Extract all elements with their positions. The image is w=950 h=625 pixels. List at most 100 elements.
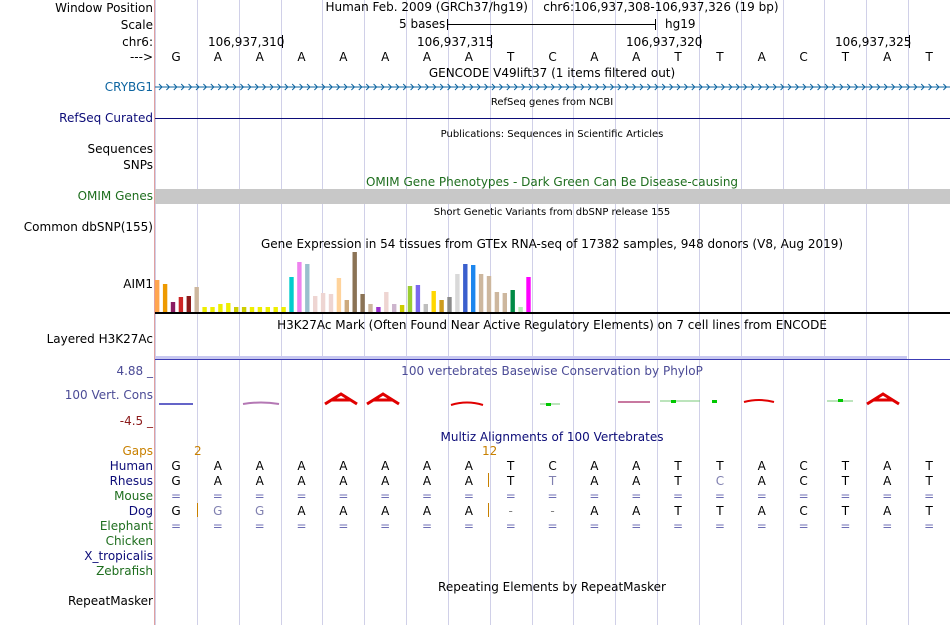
strand-arrow <box>735 83 740 91</box>
gtex-tissue-bar[interactable] <box>320 293 326 312</box>
gtex-track-label[interactable]: AIM1 <box>123 277 153 291</box>
crybg1-gene-feature[interactable] <box>155 80 950 94</box>
gtex-tissue-bar[interactable] <box>226 303 231 312</box>
alignment-base: T <box>925 474 933 488</box>
gtex-tissue-bar[interactable] <box>478 274 484 312</box>
strand-arrow <box>595 83 600 91</box>
snps-track-label[interactable]: SNPs <box>123 158 153 172</box>
alignment-base: C <box>799 474 808 488</box>
multiz-track-title: Multiz Alignments of 100 Vertebrates <box>440 430 664 444</box>
gtex-tissue-bar[interactable] <box>162 284 168 312</box>
gtex-tissue-bar[interactable] <box>297 262 302 312</box>
gtex-tissue-bar[interactable] <box>352 252 357 312</box>
gtex-tissue-bar[interactable] <box>289 277 294 312</box>
species-label-rhesus[interactable]: Rhesus <box>109 474 153 488</box>
alignment-base: = <box>338 489 349 503</box>
dbsnp-track-label[interactable]: Common dbSNP(155) <box>23 220 153 234</box>
gtex-tissue-bar[interactable] <box>384 292 389 312</box>
sequence-base: A <box>422 50 432 64</box>
gtex-tissue-bar[interactable] <box>471 265 476 312</box>
gtex-tissue-bar[interactable] <box>313 296 318 312</box>
omim-track-label[interactable]: OMIM Genes <box>77 189 153 203</box>
gtex-tissue-bar[interactable] <box>241 307 247 312</box>
alignment-base: A <box>464 474 473 488</box>
alignment-base: = <box>631 519 642 533</box>
strand-arrow <box>573 83 578 91</box>
species-label-zebrafish[interactable]: Zebrafish <box>96 564 153 578</box>
track-area[interactable]: Human Feb. 2009 (GRCh37/hg19) chr6:106,9… <box>155 0 950 625</box>
gtex-tissue-bar[interactable] <box>439 300 444 312</box>
gtex-tissue-bar[interactable] <box>510 290 515 312</box>
gtex-tissue-bar[interactable] <box>218 304 223 312</box>
gene-strand-arrows <box>155 83 950 91</box>
alignment-base: = <box>380 519 391 533</box>
strand-arrow <box>395 83 400 91</box>
scale-bases-text: 5 bases <box>399 17 446 31</box>
gtex-tissue-bar[interactable] <box>257 307 263 312</box>
gtex-tissue-bar[interactable] <box>376 307 381 312</box>
refseq-track-label[interactable]: RefSeq Curated <box>59 111 153 125</box>
gtex-tissue-bar[interactable] <box>281 307 286 312</box>
gtex-tissue-bar[interactable] <box>360 294 365 312</box>
gtex-tissue-bar[interactable] <box>170 302 176 312</box>
repeatmasker-track-label[interactable]: RepeatMasker <box>67 594 153 608</box>
gtex-tissue-bar[interactable] <box>265 307 270 312</box>
gtex-tissue-bar[interactable] <box>155 280 160 312</box>
publications-track-label[interactable]: Sequences <box>87 142 153 156</box>
gtex-tissue-bar[interactable] <box>210 307 215 312</box>
refseq-gene-line[interactable] <box>155 118 950 119</box>
alignment-base: T <box>841 474 850 488</box>
phylop-track-label[interactable]: 100 Vert. Cons <box>64 388 153 402</box>
gtex-tissue-bar[interactable] <box>344 300 349 312</box>
strand-arrow <box>240 83 245 91</box>
gtex-tissue-bar[interactable] <box>234 307 239 312</box>
gtex-tissue-bar[interactable] <box>328 294 334 312</box>
strand-arrow <box>225 83 230 91</box>
gtex-tissue-bar[interactable] <box>494 292 500 312</box>
gtex-tissue-bar[interactable] <box>249 307 255 312</box>
alignment-base: = <box>673 489 684 503</box>
gtex-tissue-bar[interactable] <box>455 274 460 312</box>
strand-arrow <box>721 83 726 91</box>
gtex-tissue-bar[interactable] <box>415 285 421 312</box>
strand-label: ---> <box>129 50 153 64</box>
species-label-x_tropicalis[interactable]: X_tropicalis <box>84 549 153 563</box>
sequence-base: A <box>757 50 766 64</box>
species-label-dog[interactable]: Dog <box>128 504 153 518</box>
gtex-tissue-bar[interactable] <box>502 293 507 312</box>
gtex-tissue-bar[interactable] <box>336 278 342 312</box>
strand-arrow <box>410 83 415 91</box>
alignment-base: G <box>171 504 181 518</box>
ruler-tick-label: 106,937,315 <box>417 35 494 49</box>
species-label-elephant[interactable]: Elephant <box>99 519 153 533</box>
gtex-tissue-bar[interactable] <box>518 307 523 312</box>
gtex-bar-chart[interactable] <box>155 252 950 316</box>
gtex-tissue-bar[interactable] <box>368 304 373 312</box>
gtex-tissue-bar[interactable] <box>423 304 428 312</box>
gtex-tissue-bar[interactable] <box>273 307 278 312</box>
strand-arrow <box>417 83 422 91</box>
gtex-tissue-bar[interactable] <box>186 296 191 312</box>
gtex-tissue-bar[interactable] <box>392 304 397 312</box>
gtex-tissue-bar[interactable] <box>305 264 310 312</box>
omim-gene-bar[interactable] <box>155 189 950 204</box>
phylop-conservation-plot[interactable] <box>155 388 950 410</box>
strand-arrow <box>173 83 178 91</box>
species-label-mouse[interactable]: Mouse <box>114 489 153 503</box>
gtex-tissue-bar[interactable] <box>399 305 405 312</box>
species-label-human[interactable]: Human <box>109 459 153 473</box>
h3k27ac-signal-line[interactable] <box>155 359 950 360</box>
gtex-tissue-bar[interactable] <box>486 276 492 312</box>
species-label-chicken[interactable]: Chicken <box>105 534 153 548</box>
gtex-tissue-bar[interactable] <box>431 291 436 312</box>
gtex-tissue-bar[interactable] <box>178 297 184 312</box>
gtex-tissue-bar[interactable] <box>447 297 452 312</box>
gtex-tissue-bar[interactable] <box>463 264 468 312</box>
gtex-tissue-bar[interactable] <box>202 307 207 312</box>
h3k27ac-track-label[interactable]: Layered H3K27Ac <box>46 332 153 346</box>
gtex-tissue-bar[interactable] <box>407 286 413 312</box>
gtex-tissue-bar[interactable] <box>526 277 531 312</box>
gtex-tissue-bar[interactable] <box>194 287 199 312</box>
alignment-base: A <box>339 459 348 473</box>
gencode-track-label[interactable]: CRYBG1 <box>104 80 153 94</box>
